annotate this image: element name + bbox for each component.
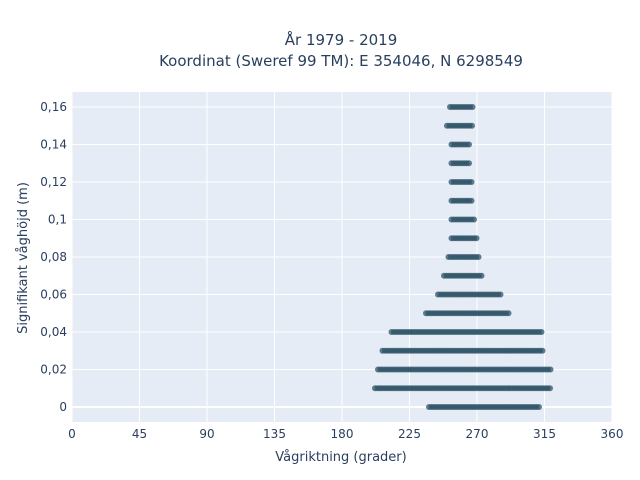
scatter-point: [469, 104, 476, 110]
x-tick-label: 180: [331, 427, 354, 441]
scatter-point: [469, 122, 475, 129]
x-tick-label: 90: [199, 427, 214, 441]
scatter-point: [497, 291, 504, 298]
y-tick-label: 0,06: [40, 288, 67, 302]
scatter-point: [536, 404, 542, 410]
y-tick-label: 0,02: [40, 363, 67, 377]
x-tick-label: 270: [466, 427, 489, 441]
y-tick-label: 0,1: [48, 213, 67, 227]
x-tick-label: 315: [533, 427, 556, 441]
scatter-point: [478, 272, 485, 279]
y-tick-label: 0,04: [40, 325, 67, 339]
scatter-point: [466, 141, 472, 148]
x-axis-title: Vågriktning (grader): [275, 450, 406, 465]
y-tick-label: 0,08: [40, 250, 67, 264]
chart-title-line2: Koordinat (Sweref 99 TM): E 354046, N 62…: [159, 52, 523, 70]
scatter-point: [468, 179, 475, 185]
x-tick-label: 45: [132, 427, 147, 441]
scatter-point: [473, 235, 480, 242]
scatter-point: [475, 254, 482, 260]
scatter-point: [547, 366, 554, 373]
scatter-point: [539, 347, 546, 354]
y-tick-label: 0,12: [40, 175, 67, 189]
scatter-points: [372, 104, 554, 410]
chart-title-line1: År 1979 - 2019: [285, 30, 398, 49]
scatter-point: [471, 216, 477, 223]
scatter-point: [466, 160, 472, 167]
scatter-point: [547, 385, 553, 392]
y-tick-label: 0,16: [40, 100, 67, 114]
y-axis-title: Signifikant våghöjd (m): [16, 182, 31, 334]
scatter-point: [538, 329, 545, 335]
y-tick-label: 0,14: [40, 138, 67, 152]
scatter-point: [505, 310, 512, 317]
x-tick-label: 225: [398, 427, 421, 441]
y-axis-ticks: 0 0,02 0,04 0,06 0,08 0,1 0,12 0,14 0,16: [40, 100, 67, 414]
x-tick-label: 135: [263, 427, 286, 441]
y-tick-label: 0: [59, 400, 67, 414]
x-tick-label: 360: [601, 427, 624, 441]
x-tick-label: 0: [68, 427, 76, 441]
scatter-point: [468, 197, 475, 204]
x-axis-ticks: 0 45 90 135 180 225 270 315 360: [68, 427, 623, 441]
